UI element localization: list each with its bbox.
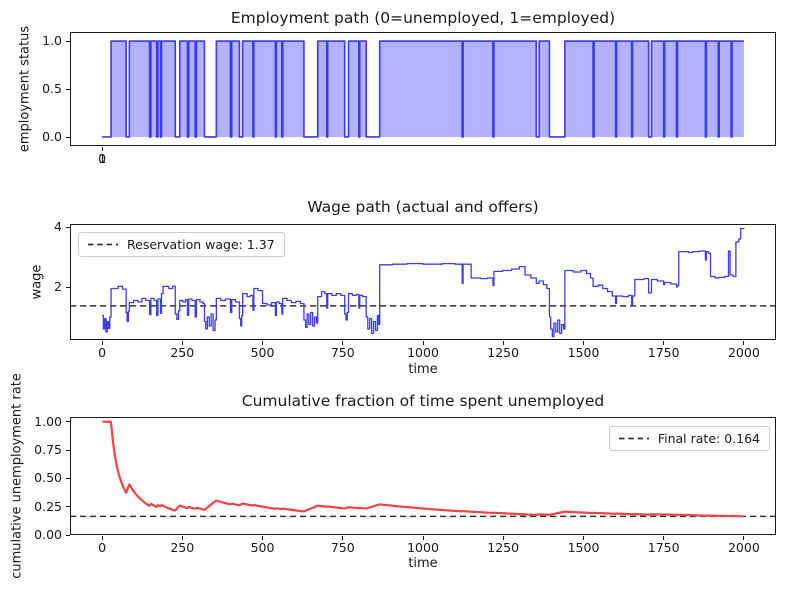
- wage-xtick-label: 1000: [407, 345, 439, 360]
- wage-chart-title: Wage path (actual and offers): [307, 198, 539, 216]
- wage-xtick-mark: [663, 341, 665, 345]
- wage-xtick-mark: [743, 341, 745, 345]
- cumulative-xtick-label: 0: [98, 540, 107, 555]
- wage-xtick-mark: [181, 341, 183, 345]
- employment-ytick-mark: [66, 88, 70, 90]
- employment-ytick-mark: [66, 40, 70, 42]
- employment-ytick-label: 0.5: [42, 81, 62, 96]
- cumulative-legend: Final rate: 0.164: [608, 426, 770, 451]
- cumulative-xtick-mark: [262, 536, 263, 540]
- employment-series-plot: [70, 32, 776, 146]
- cumulative-xtick-mark: [583, 536, 584, 540]
- wage-legend-label: Reservation wage: 1.37: [127, 237, 275, 252]
- wage-xtick-label: 2000: [727, 345, 760, 360]
- cumulative-xtick-mark: [101, 536, 103, 540]
- wage-xtick-mark: [502, 341, 504, 345]
- wage-xtick-label: 1250: [487, 345, 520, 360]
- dashed-line-sample-icon: [88, 243, 118, 246]
- wage-xtick-mark: [342, 341, 344, 345]
- wage-ytick-mark: [66, 226, 70, 228]
- wage-xtick-mark: [583, 341, 584, 345]
- employment-chart-title: Employment path (0=unemployed, 1=employe…: [230, 9, 616, 27]
- cumulative-chart-title: Cumulative fraction of time spent unempl…: [241, 392, 605, 410]
- cumulative-xtick-mark: [422, 536, 424, 540]
- cumulative-xlabel: time: [408, 556, 438, 571]
- cumulative-xtick-label: 750: [330, 540, 355, 555]
- wage-xtick-mark: [422, 341, 424, 345]
- cumulative-xtick-mark: [663, 536, 665, 540]
- cumulative-xtick-label: 1000: [407, 540, 439, 555]
- wage-ytick-label: 4: [54, 219, 62, 234]
- cumulative-xtick-label: 1250: [487, 540, 520, 555]
- cumulative-xtick-label: 250: [170, 540, 195, 555]
- cumulative-xtick-label: 2000: [727, 540, 760, 555]
- cumulative-xtick-mark: [743, 536, 745, 540]
- cumulative-rate-line: [101, 420, 745, 518]
- wage-xtick-label: 0: [98, 345, 107, 360]
- cumulative-ytick-mark: [66, 449, 70, 451]
- wage-xtick-mark: [262, 341, 263, 345]
- cumulative-xtick-mark: [342, 536, 344, 540]
- cumulative-ytick-mark: [66, 477, 70, 479]
- wage-xtick-label: 1750: [647, 345, 680, 360]
- cumulative-ytick-mark: [66, 506, 70, 508]
- wage-series-plot: [70, 224, 776, 340]
- wage-xtick-label: 500: [250, 345, 275, 360]
- cumulative-ytick-label: 0.00: [34, 527, 62, 542]
- wage-ytick-label: 2: [54, 279, 62, 294]
- wage-step-line: [102, 227, 745, 338]
- cumulative-ytick-label: 0.75: [34, 442, 62, 458]
- cumulative-ytick-mark: [66, 534, 70, 536]
- employment-ytick-label: 1.0: [42, 33, 62, 48]
- cumulative-ytick-label: 1.00: [34, 413, 62, 429]
- employment-step-line: [102, 40, 744, 138]
- cumulative-xtick-label: 1750: [647, 540, 680, 555]
- wage-xtick-label: 1500: [567, 345, 600, 360]
- wage-xtick-mark: [101, 341, 103, 345]
- wage-ytick-mark: [66, 286, 70, 288]
- cumulative-axes: [70, 417, 776, 535]
- dashed-line-sample-icon: [618, 437, 649, 440]
- wage-xlabel: time: [408, 362, 438, 377]
- cumulative-xtick-mark: [181, 536, 183, 540]
- wage-xtick-label: 750: [330, 345, 355, 360]
- employment-ytick-label: 0.0: [42, 129, 62, 144]
- cumulative-xtick-label: 1500: [567, 540, 600, 555]
- employment-ytick-mark: [66, 136, 70, 138]
- wage-legend: Reservation wage: 1.37: [78, 232, 285, 257]
- employment-area-fill: [102, 41, 744, 137]
- cumulative-series-plot: [70, 417, 776, 535]
- cumulative-ytick-label: 0.50: [34, 470, 62, 486]
- employment-axes: [70, 32, 776, 146]
- cumulative-xtick-mark: [502, 536, 504, 540]
- wage-xtick-label: 250: [170, 345, 195, 360]
- employment-xtick-mark: [101, 147, 103, 151]
- cumulative-legend-label: Final rate: 0.164: [657, 431, 760, 446]
- axes-spines: [70, 32, 776, 146]
- axes-spines: [70, 224, 776, 340]
- cumulative-xtick-label: 500: [250, 540, 275, 555]
- cumulative-ytick-mark: [66, 421, 70, 423]
- wage-axes: [70, 224, 776, 340]
- employment-xtick-label: 0: [98, 151, 107, 166]
- employment-xtick-label: 1: [98, 151, 107, 166]
- cumulative-ytick-label: 0.25: [34, 498, 62, 514]
- axes-spines: [70, 417, 776, 535]
